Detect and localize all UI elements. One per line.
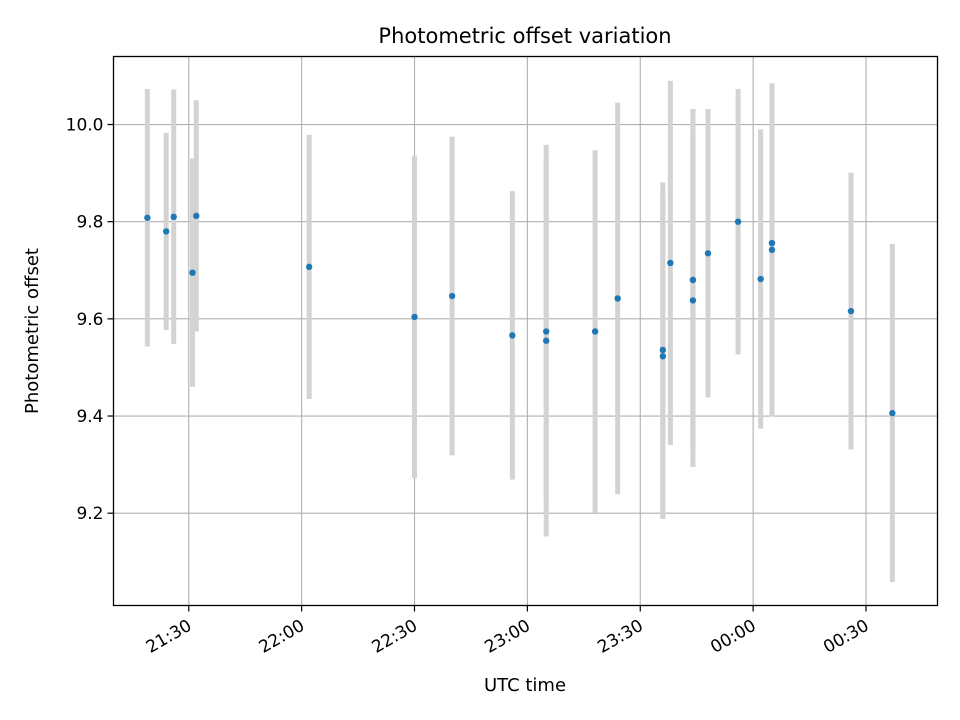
data-point <box>734 218 742 225</box>
x-tick-label: 22:30 <box>369 616 421 658</box>
data-point <box>448 292 456 300</box>
y-axis-label: Photometric offset <box>22 248 43 414</box>
data-point <box>542 328 550 335</box>
chart-title: Photometric offset variation <box>378 24 671 48</box>
data-point <box>768 246 776 254</box>
data-point <box>189 269 196 276</box>
data-point <box>305 263 313 271</box>
data-point <box>614 295 621 302</box>
data-point <box>667 259 674 267</box>
data-points <box>144 212 896 417</box>
grid <box>113 56 938 606</box>
x-tick-label: 22:00 <box>256 616 308 658</box>
data-point <box>144 214 151 221</box>
data-point <box>704 250 712 257</box>
data-point <box>847 307 855 315</box>
data-point <box>659 353 667 360</box>
y-tick-label: 9.2 <box>76 504 103 524</box>
data-point <box>768 239 776 247</box>
plot-frame <box>112 55 939 607</box>
y-tick-label: 9.6 <box>76 310 103 330</box>
data-point <box>411 313 418 321</box>
error-bars <box>144 80 895 583</box>
data-point <box>689 297 697 304</box>
data-point <box>170 213 177 221</box>
x-tick-label: 23:30 <box>594 616 646 658</box>
x-tick-label: 00:30 <box>820 616 872 658</box>
y-axis-ticks: 9.2 9.4 9.6 9.8 10.0 <box>66 116 114 524</box>
data-point <box>162 228 170 235</box>
x-tick-label: 23:00 <box>481 616 533 658</box>
y-tick-label: 9.4 <box>76 407 103 427</box>
y-tick-label: 9.8 <box>76 213 103 233</box>
data-point <box>757 275 764 283</box>
data-point <box>193 212 200 220</box>
x-axis-label: UTC time <box>484 675 566 696</box>
x-tick-label: 00:00 <box>707 616 759 658</box>
data-point <box>659 346 667 354</box>
data-point <box>689 276 697 284</box>
y-tick-label: 10.0 <box>66 116 104 136</box>
x-axis-ticks: 21:30 22:00 22:30 23:00 23:30 00:00 00:30 <box>143 605 873 658</box>
data-point <box>889 409 896 417</box>
data-point <box>591 328 599 335</box>
data-point <box>509 332 516 339</box>
x-tick-label: 21:30 <box>143 616 195 658</box>
data-point <box>542 337 550 344</box>
